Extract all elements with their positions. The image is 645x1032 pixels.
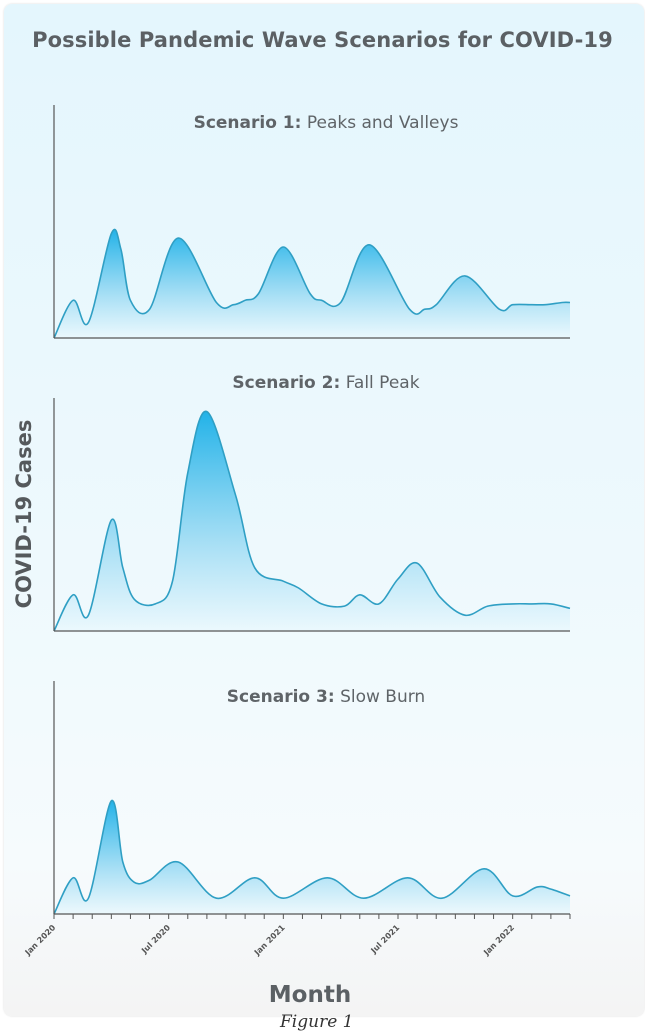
panel-1-series-line (53, 228, 571, 339)
x-tick-label: Jul 2020 (139, 923, 172, 956)
panel-2-series-line (53, 410, 571, 632)
panel-3: Scenario 3: Slow Burn (53, 681, 571, 915)
x-tick-label: Jul 2021 (369, 923, 402, 956)
x-axis-label: Month (268, 982, 352, 1008)
x-tick-label: Jan 2020 (23, 923, 58, 958)
panel-2-area (54, 411, 570, 631)
chart-title: Possible Pandemic Wave Scenarios for COV… (32, 28, 613, 52)
panel-3-area (54, 800, 570, 914)
x-ticks: Jan 2020 Jul 2020 Jan 2021 Jul 2021 Jan 2022 (23, 914, 571, 958)
panel-1: Scenario 1: Peaks and Valleys (53, 105, 571, 339)
panel-3-series-line (53, 800, 571, 915)
panel-1-area (54, 229, 570, 338)
panel-1-title: Scenario 1: Peaks and Valleys (194, 113, 459, 133)
panel-3-title: Scenario 3: Slow Burn (227, 687, 425, 707)
x-tick-label: Jan 2021 (252, 923, 287, 958)
x-tick-label: Jan 2022 (481, 923, 516, 958)
panel-2: Scenario 2: Fall Peak (53, 373, 571, 632)
panel-2-title: Scenario 2: Fall Peak (232, 373, 419, 393)
